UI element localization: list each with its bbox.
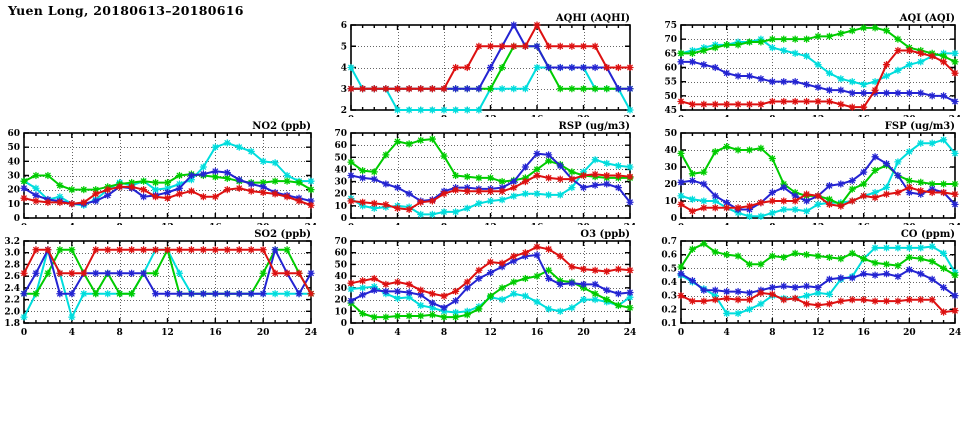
co-chart-canvas — [651, 225, 969, 347]
chart-co — [651, 225, 969, 347]
fsp-chart-canvas — [651, 117, 969, 242]
chart-aqi — [651, 9, 969, 134]
page-title: Yuen Long, 20180613–20180616 — [8, 3, 244, 18]
aqhi-chart-canvas — [321, 9, 644, 134]
chart-fsp — [651, 117, 969, 242]
so2-chart-canvas — [0, 225, 325, 347]
aqi-chart-canvas — [651, 9, 969, 134]
chart-so2 — [0, 225, 325, 347]
chart-rsp — [321, 117, 644, 242]
chart-o3 — [321, 225, 644, 347]
o3-chart-canvas — [321, 225, 644, 347]
no2-chart-canvas — [0, 117, 325, 242]
rsp-chart-canvas — [321, 117, 644, 242]
chart-no2 — [0, 117, 325, 242]
chart-aqhi — [321, 9, 644, 134]
